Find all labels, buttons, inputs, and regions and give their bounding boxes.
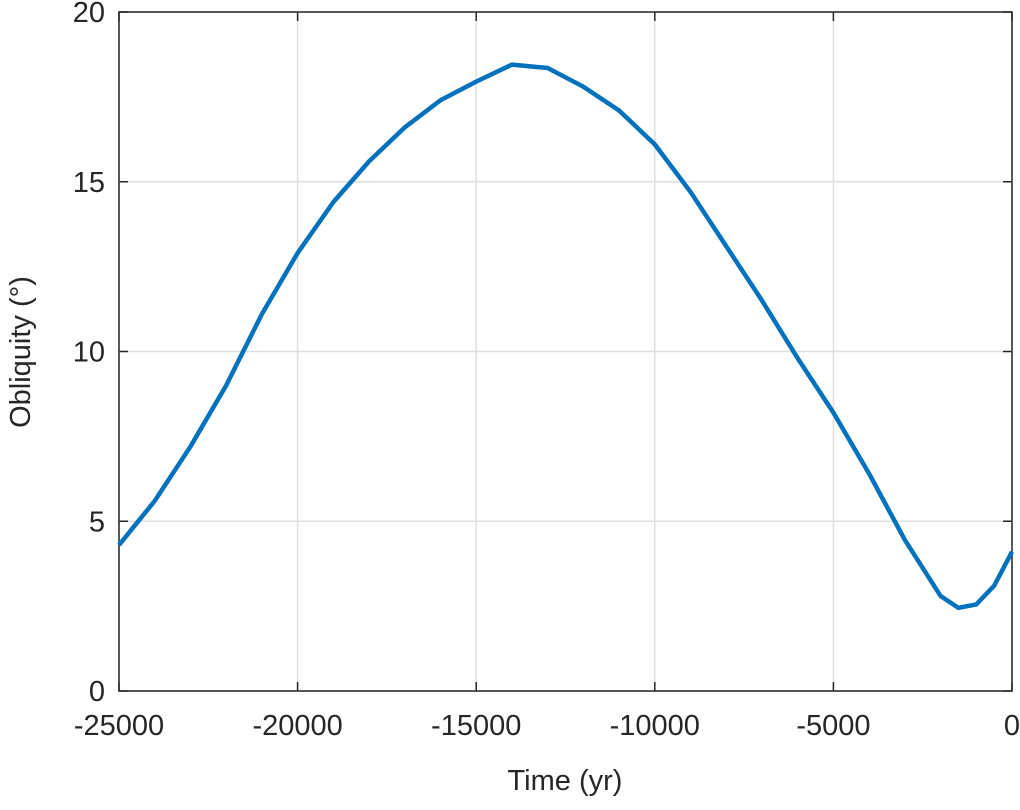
y-tick-label: 15 [73, 167, 105, 199]
x-tick-label: -20000 [252, 710, 342, 742]
y-tick-label: 20 [73, 0, 105, 29]
x-tick-label: -10000 [610, 710, 700, 742]
y-tick-label: 10 [73, 337, 105, 369]
y-tick-label: 5 [89, 506, 105, 538]
plot-frame [118, 11, 1013, 692]
data-line [117, 62, 1014, 611]
x-tick-label: -5000 [796, 710, 870, 742]
x-axis-label: Time (yr) [508, 765, 623, 797]
x-tick-label: -25000 [74, 710, 164, 742]
y-tick-label: 0 [89, 676, 105, 708]
y-axis-label: Obliquity (°) [5, 276, 37, 428]
x-tick-label: 0 [1004, 710, 1020, 742]
x-tick-label: -15000 [431, 710, 521, 742]
